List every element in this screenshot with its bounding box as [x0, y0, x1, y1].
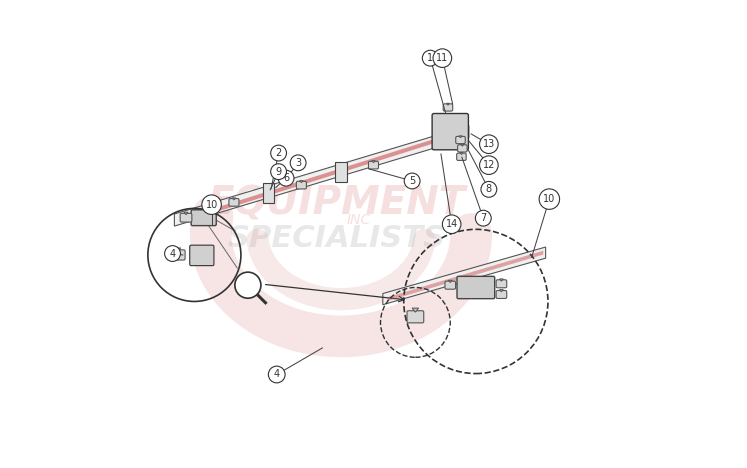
Polygon shape [500, 279, 503, 281]
FancyBboxPatch shape [496, 280, 506, 288]
Polygon shape [184, 212, 188, 215]
Circle shape [268, 366, 285, 383]
Circle shape [475, 210, 492, 226]
Circle shape [539, 189, 560, 209]
Circle shape [422, 50, 438, 66]
Circle shape [404, 173, 420, 189]
FancyBboxPatch shape [456, 136, 465, 144]
Circle shape [480, 156, 498, 175]
Circle shape [270, 145, 287, 161]
FancyBboxPatch shape [496, 291, 506, 299]
Text: 14: 14 [445, 219, 458, 229]
FancyBboxPatch shape [368, 161, 379, 169]
Polygon shape [232, 198, 235, 200]
Text: 7: 7 [480, 213, 486, 223]
Polygon shape [372, 161, 375, 163]
Circle shape [433, 49, 452, 67]
Circle shape [480, 135, 498, 154]
Circle shape [291, 155, 306, 171]
FancyBboxPatch shape [407, 311, 424, 323]
FancyBboxPatch shape [458, 145, 467, 152]
FancyBboxPatch shape [190, 245, 214, 266]
FancyBboxPatch shape [443, 104, 453, 111]
Polygon shape [174, 125, 469, 226]
FancyBboxPatch shape [457, 276, 495, 299]
Polygon shape [412, 308, 418, 312]
Text: 12: 12 [483, 160, 495, 170]
Text: 6: 6 [283, 173, 289, 183]
Text: 5: 5 [409, 176, 415, 186]
Text: 10: 10 [543, 194, 556, 204]
FancyBboxPatch shape [229, 198, 239, 206]
Text: 10: 10 [205, 200, 217, 210]
Polygon shape [184, 130, 464, 222]
FancyBboxPatch shape [180, 213, 192, 222]
FancyBboxPatch shape [263, 183, 274, 203]
Text: 8: 8 [486, 184, 492, 194]
Circle shape [442, 215, 461, 234]
Polygon shape [447, 103, 450, 105]
Text: 3: 3 [295, 158, 301, 168]
Polygon shape [176, 248, 181, 251]
FancyBboxPatch shape [432, 114, 468, 150]
Polygon shape [459, 136, 462, 138]
Text: 13: 13 [483, 139, 495, 149]
FancyBboxPatch shape [335, 162, 347, 183]
Text: EQUIPMENT: EQUIPMENT [207, 185, 465, 223]
FancyBboxPatch shape [445, 281, 456, 289]
Text: SPECIALISTS: SPECIALISTS [227, 224, 445, 253]
Circle shape [278, 170, 294, 186]
FancyBboxPatch shape [191, 210, 216, 226]
Text: 9: 9 [276, 167, 282, 176]
Text: INC: INC [347, 213, 371, 227]
Polygon shape [461, 144, 464, 146]
Text: 2: 2 [276, 148, 282, 158]
Polygon shape [388, 251, 543, 301]
FancyBboxPatch shape [456, 153, 466, 161]
Polygon shape [460, 153, 463, 154]
FancyBboxPatch shape [171, 250, 185, 260]
Polygon shape [448, 280, 452, 283]
Circle shape [481, 182, 497, 197]
FancyBboxPatch shape [297, 181, 306, 189]
Text: 11: 11 [436, 53, 448, 63]
Polygon shape [300, 181, 303, 183]
Circle shape [202, 195, 221, 214]
Circle shape [270, 164, 287, 180]
Text: 1: 1 [427, 53, 433, 63]
Circle shape [164, 246, 181, 262]
Circle shape [235, 272, 261, 298]
Polygon shape [382, 247, 545, 305]
Text: 4: 4 [170, 249, 176, 258]
Text: 4: 4 [273, 370, 280, 380]
Polygon shape [500, 290, 503, 292]
